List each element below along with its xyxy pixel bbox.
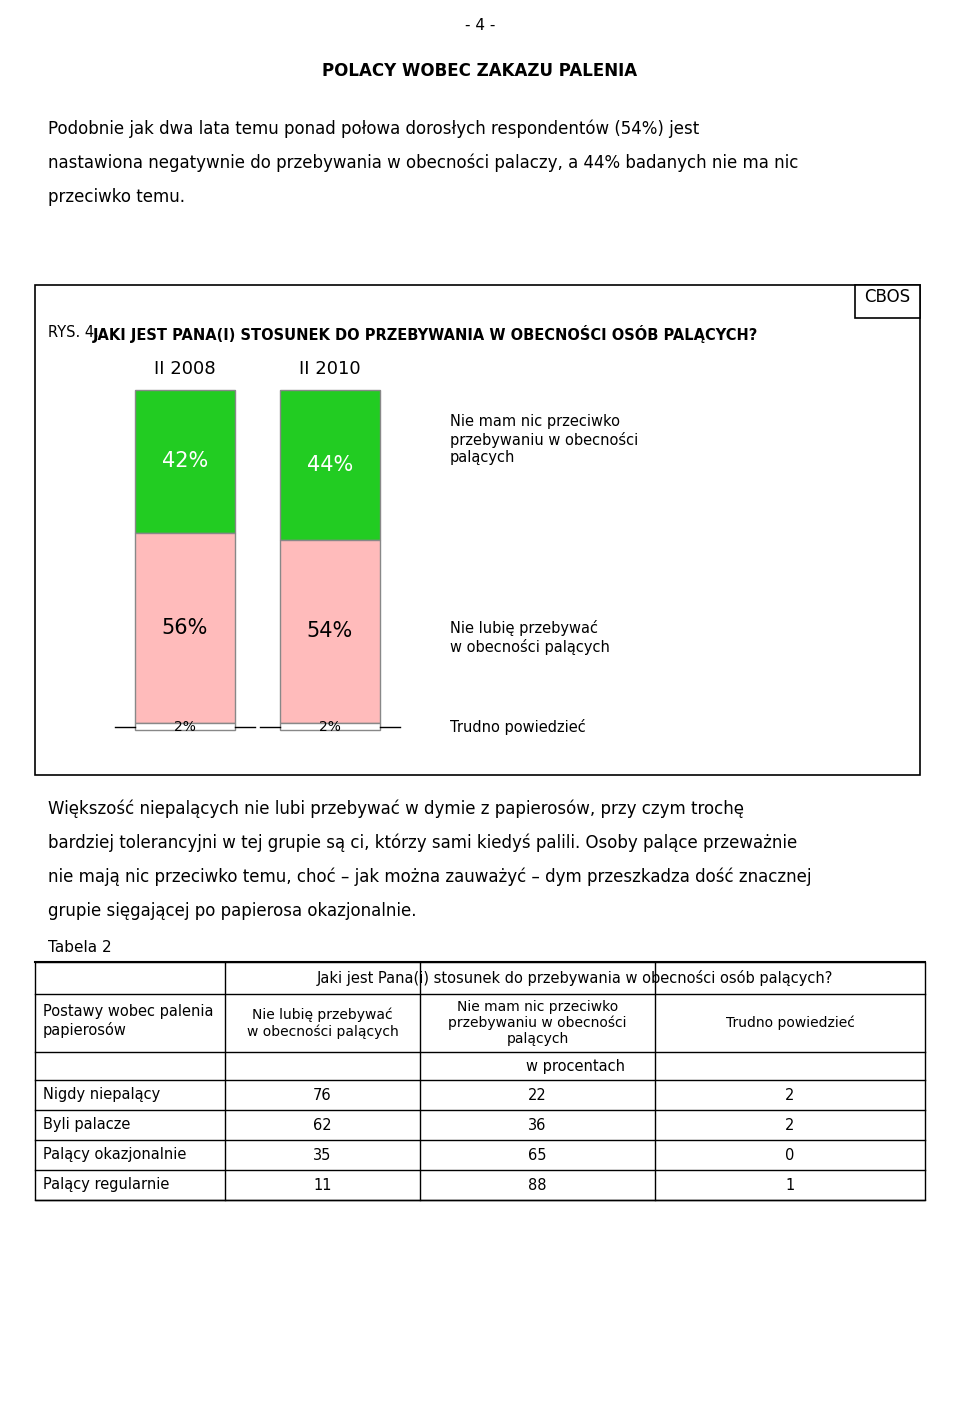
Text: 44%: 44% [307, 455, 353, 475]
Text: Jaki jest Pana(i) stosunek do przebywania w obecności osób palących?: Jaki jest Pana(i) stosunek do przebywani… [317, 970, 833, 986]
Text: 88: 88 [528, 1178, 547, 1192]
Text: POLACY WOBEC ZAKAZU PALENIA: POLACY WOBEC ZAKAZU PALENIA [323, 62, 637, 80]
Text: przeciwko temu.: przeciwko temu. [48, 188, 185, 206]
Text: nie mają nic przeciwko temu, choć – jak można zauważyć – dym przeszkadza dość zn: nie mają nic przeciwko temu, choć – jak … [48, 868, 811, 886]
Text: 56%: 56% [162, 618, 208, 637]
Bar [35, 962, 925, 1200]
Text: Nie mam nic przeciwko
przebywaniu w obecności
palących: Nie mam nic przeciwko przebywaniu w obec… [450, 414, 638, 466]
Text: nastawiona negatywnie do przebywania w obecności palaczy, a 44% badanych nie ma : nastawiona negatywnie do przebywania w o… [48, 154, 799, 173]
Text: 2%: 2% [319, 720, 341, 734]
Text: Palący okazjonalnie: Palący okazjonalnie [43, 1147, 186, 1163]
Bar [135, 723, 235, 730]
Text: 1: 1 [785, 1178, 795, 1192]
Text: 2: 2 [785, 1118, 795, 1133]
Text: Nie mam nic przeciwko
przebywaniu w obecności
palących: Nie mam nic przeciwko przebywaniu w obec… [448, 1000, 627, 1046]
Text: 54%: 54% [307, 622, 353, 642]
Text: 62: 62 [313, 1118, 332, 1133]
Text: bardziej tolerancyjni w tej grupie są ci, którzy sami kiedyś palili. Osoby paląc: bardziej tolerancyjni w tej grupie są ci… [48, 834, 797, 852]
Text: Tabela 2: Tabela 2 [48, 941, 111, 955]
Bar [135, 390, 235, 532]
Text: II 2010: II 2010 [300, 359, 361, 378]
Text: Trudno powiedzieć: Trudno powiedzieć [450, 719, 586, 734]
Text: II 2008: II 2008 [155, 359, 216, 378]
Text: Palący regularnie: Palący regularnie [43, 1178, 169, 1192]
Bar [855, 285, 920, 317]
Text: Nie lubię przebywać
w obecności palących: Nie lubię przebywać w obecności palących [247, 1007, 398, 1039]
Bar [280, 390, 380, 539]
Text: 0: 0 [785, 1147, 795, 1163]
Text: 35: 35 [313, 1147, 332, 1163]
Text: 76: 76 [313, 1088, 332, 1102]
Text: 36: 36 [528, 1118, 546, 1133]
Text: Nigdy niepalący: Nigdy niepalący [43, 1088, 160, 1102]
Text: - 4 -: - 4 - [465, 18, 495, 34]
Text: Nie lubię przebywać
w obecności palących: Nie lubię przebywać w obecności palących [450, 621, 610, 654]
Text: Większość niepalących nie lubi przebywać w dymie z papierosów, przy czym trochę: Większość niepalących nie lubi przebywać… [48, 800, 744, 819]
Text: 22: 22 [528, 1088, 547, 1102]
Text: 65: 65 [528, 1147, 547, 1163]
Text: RYS. 4.: RYS. 4. [48, 324, 104, 340]
Text: Trudno powiedzieć: Trudno powiedzieć [726, 1015, 854, 1031]
Text: Podobnie jak dwa lata temu ponad połowa dorosłych respondentów (54%) jest: Podobnie jak dwa lata temu ponad połowa … [48, 119, 699, 139]
Text: CBOS: CBOS [864, 288, 911, 306]
Text: 2: 2 [785, 1088, 795, 1102]
Bar [35, 285, 920, 775]
Bar [280, 723, 380, 730]
Bar [280, 539, 380, 723]
Text: 2%: 2% [174, 720, 196, 734]
Text: 11: 11 [313, 1178, 332, 1192]
Text: grupie sięgającej po papierosa okazjonalnie.: grupie sięgającej po papierosa okazjonal… [48, 901, 417, 920]
Text: Postawy wobec palenia
papierosów: Postawy wobec palenia papierosów [43, 1004, 213, 1038]
Text: 42%: 42% [162, 452, 208, 472]
Bar [135, 532, 235, 723]
Text: JAKI JEST PANA(I) STOSUNEK DO PRZEBYWANIA W OBECNOŚCI OSÓB PALĄCYCH?: JAKI JEST PANA(I) STOSUNEK DO PRZEBYWANI… [93, 324, 758, 343]
Text: w procentach: w procentach [525, 1059, 625, 1074]
Text: Byli palacze: Byli palacze [43, 1118, 131, 1133]
